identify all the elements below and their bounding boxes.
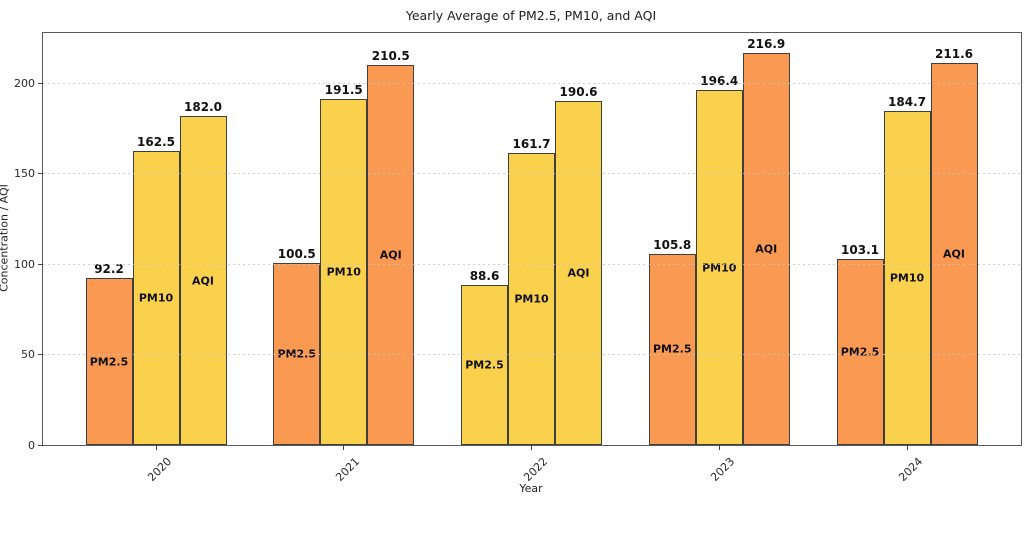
x-tick-mark [531,445,532,450]
gridline [43,83,1021,85]
bar: PM10 161.7 [508,137,555,445]
plot-area: 0 50 100 150 200 PM2.5 92.2 PM10 162.5 AQI 182.0 20… [14,32,1022,484]
bar: PM2.5 100.5 [273,247,321,445]
bar-series-label: PM10 [702,261,737,275]
y-tick-mark [38,263,43,265]
bar: PM10 184.7 [883,95,931,445]
x-axis-label: Year [519,482,543,495]
bar: PM10 196.4 [695,74,743,445]
x-tick-label: 2022 [520,455,550,484]
bar-series-label: PM2.5 [89,355,129,369]
bar-value-label: 92.2 [94,262,124,277]
bar-series-label: PM10 [514,292,549,306]
bar-value-label: 88.6 [469,268,500,283]
bar: PM10 191.5 [320,83,368,445]
bar-value-label: 105.8 [653,237,692,252]
bar: PM2.5 103.1 [836,243,884,445]
bar: PM2.5 105.8 [648,238,696,445]
y-tick-label: 200 [14,77,35,91]
bar-series-label: AQI [192,274,214,288]
x-tick-label: 2024 [896,455,926,484]
bar-series-label: PM10 [889,271,925,285]
bar: AQI 210.5 [367,49,415,445]
bar-series-label: PM10 [138,291,174,305]
bar-series-label: PM10 [326,265,361,279]
bar: PM10 162.5 [132,135,180,445]
bar: PM2.5 88.6 [461,269,508,445]
bar-series-label: AQI [379,248,402,262]
x-tick-label: 2021 [332,455,362,484]
bar-value-label: 100.5 [277,247,316,262]
bar-value-label: 184.7 [888,95,926,110]
x-tick-mark [343,445,345,450]
bar: AQI 211.6 [930,47,978,445]
bar-series-label: PM2.5 [465,358,504,372]
y-tick-label: 150 [14,167,35,181]
y-tick-mark [38,444,43,446]
bar-value-label: 162.5 [137,135,175,150]
y-tick-mark [38,354,43,356]
bar-series-label: PM2.5 [653,342,692,356]
bar-series-label: PM2.5 [277,347,317,361]
bar: PM2.5 92.2 [85,262,133,445]
y-tick-mark [38,173,43,175]
bar-value-label: 103.1 [841,242,879,257]
bar-value-label: 161.7 [512,136,551,151]
x-tick-label: 2020 [145,455,175,484]
bar: AQI 190.6 [555,85,602,445]
bar: AQI 216.9 [742,37,790,445]
bar-value-label: 190.6 [559,84,598,99]
bar-series-label: AQI [755,242,778,256]
x-tick-mark [718,445,720,450]
y-tick-label: 0 [28,438,35,452]
bar-series-label: PM2.5 [840,345,880,359]
chart-title: Yearly Average of PM2.5, PM10, and AQI [405,8,657,23]
bar-value-label: 196.4 [700,74,739,89]
bar-value-label: 191.5 [324,82,363,97]
bar-series-label: AQI [567,266,590,280]
y-tick-label: 50 [21,348,35,362]
bar-value-label: 211.6 [935,46,973,61]
bar-value-label: 216.9 [747,37,786,52]
y-axis-label-text: Concentration / AQI [0,184,11,292]
bar-value-label: 182.0 [184,100,222,115]
x-tick-mark [906,445,908,450]
y-tick-label: 100 [14,257,35,271]
bar-series-label: AQI [943,247,965,261]
bar-value-label: 210.5 [371,48,410,63]
x-tick-mark [155,445,157,450]
x-tick-label: 2023 [708,455,738,484]
y-tick-mark [38,83,43,85]
bar: AQI 182.0 [179,100,227,445]
